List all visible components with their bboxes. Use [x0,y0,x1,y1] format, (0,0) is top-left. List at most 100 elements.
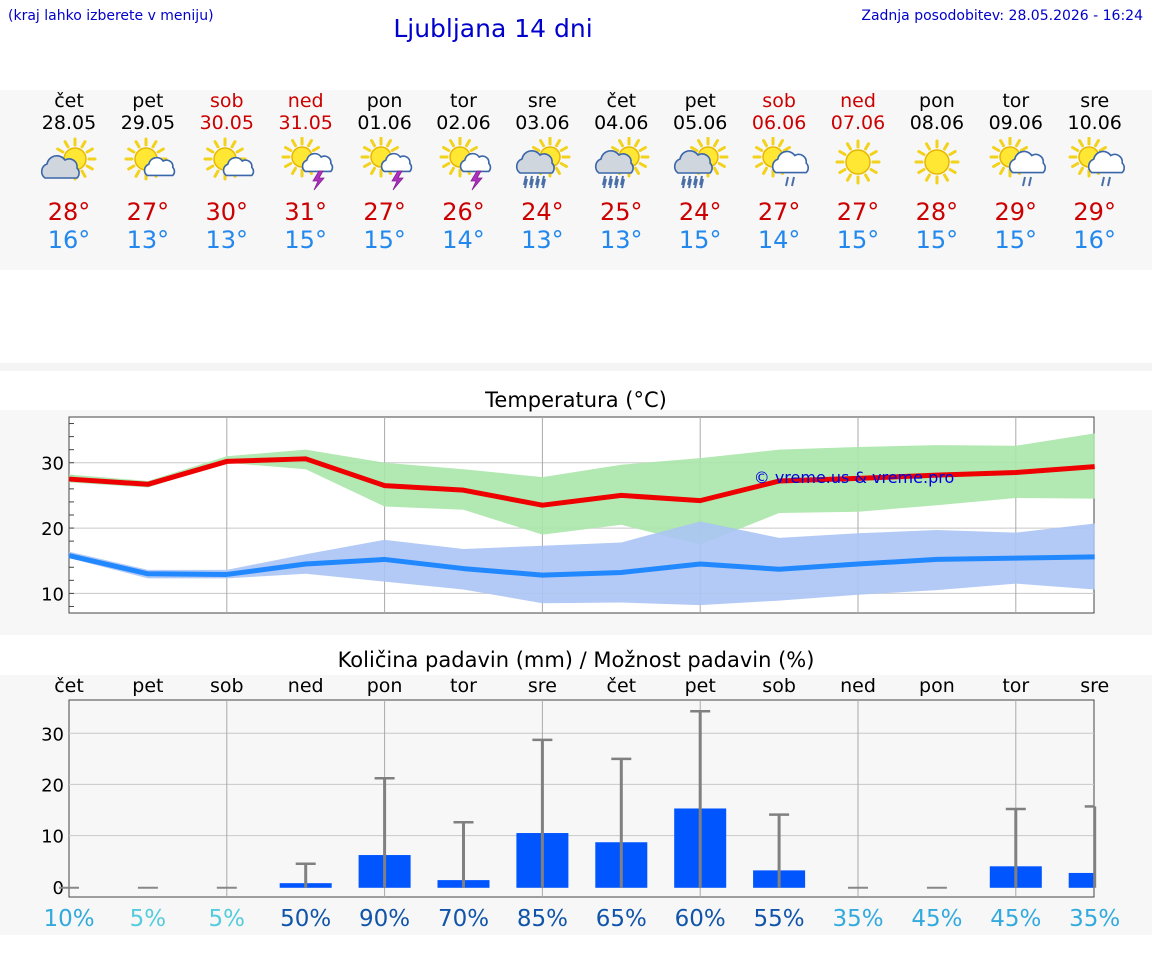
sun-thunderstorm-icon [439,136,491,191]
precipitation-probability: 50% [280,906,331,932]
day-label: čet [607,675,637,697]
precipitation-probability: 85% [517,906,568,932]
last-updated: Zadnja posodobitev: 28.05.2026 - 16:24 [861,8,1143,24]
sun-icon [835,139,881,185]
page-title: Ljubljana 14 dni [393,14,593,43]
forecast-background [0,90,1152,270]
day-label: pet [685,675,716,697]
day-name: sob [210,90,244,112]
precipitation-bar [1068,872,1094,888]
forecast-day: pet 29.05 27° 13° [108,90,188,254]
y-tick-label: 30 [41,724,64,745]
sun-light-rain-icon [989,136,1046,187]
day-label: ned [288,675,324,697]
watermark: © vreme.us & vreme.pro [754,468,955,487]
temperature-chart-title: Temperatura (°C) [485,388,667,412]
forecast-day: pon 01.06 27° 15° [345,90,425,254]
y-tick-label: 20 [41,775,64,796]
day-label: pet [132,675,163,697]
precipitation-chart-title: Količina padavin (mm) / Možnost padavin … [337,648,815,672]
precipitation-probability: 5% [209,906,246,932]
min-temperature: 15° [915,226,959,254]
sun-thunderstorm-icon [281,136,333,191]
precipitation-probability: 70% [438,906,489,932]
day-name: sre [527,90,557,112]
sun-heavy-rain-icon [674,136,729,189]
precipitation-probability: 45% [990,906,1041,932]
forecast-day: tor 09.06 29° 15° [976,90,1056,254]
day-name: ned [840,90,876,112]
min-temperature: 14° [757,226,801,254]
day-name: sob [762,90,796,112]
min-temperature: 16° [47,226,91,254]
precipitation-probability: 65% [596,906,647,932]
max-temperature: 25° [600,198,643,226]
temperature-chart: 10 20 30 © vreme.us & vreme.pro [41,416,1095,614]
forecast-day: čet 28.05 28° 16° [29,90,109,254]
forecast-day: čet 04.06 25° 13° [581,90,661,254]
max-temperature: 27° [363,198,406,226]
precipitation-probability: 5% [130,906,167,932]
precipitation-chart: 0 10 20 30 čet pet sob ned pon tor sre čet pet sob ned… [41,675,1120,932]
min-temperature: 13° [205,226,249,254]
day-name: čet [54,90,84,112]
y-tick-label: 0 [53,878,64,899]
min-temperature: 13° [521,226,564,254]
day-date: 31.05 [278,112,333,134]
max-temperature: 28° [915,198,959,226]
forecast-day: pet 05.06 24° 15° [660,90,740,254]
day-date: 04.06 [594,112,649,134]
day-label: čet [54,675,84,697]
max-temperature: 30° [205,198,249,226]
day-date: 05.06 [672,112,728,134]
max-temperature: 24° [678,198,722,226]
day-date: 10.06 [1067,112,1122,134]
max-temperature-line [68,456,1095,508]
location-hint: (kraj lahko izberete v meniju) [8,8,214,24]
day-label: tor [450,675,477,697]
max-temperature: 26° [442,198,485,226]
min-temperature: 15° [994,226,1038,254]
max-temperature: 28° [47,198,91,226]
sun-small-cloud-icon [203,137,255,181]
precipitation-probability: 55% [754,906,805,932]
day-name: tor [1002,90,1030,112]
day-name: pon [919,90,955,112]
day-date: 07.06 [830,112,886,134]
min-temperature: 15° [678,226,722,254]
y-tick-label: 10 [41,584,64,605]
precipitation-probability: 10% [43,906,94,932]
day-date: 03.06 [515,112,570,134]
forecast-day: sre 03.06 24° 13° [502,90,582,254]
min-temperature: 13° [600,226,643,254]
min-temperature: 15° [284,226,327,254]
forecast-day: pon 08.06 28° 15° [897,90,977,254]
sun-heavy-rain-icon [516,136,571,189]
forecast-day: ned 07.06 27° 15° [818,90,898,254]
day-date: 28.05 [41,112,97,134]
daily-forecast-strip: čet 28.05 28° 16° pet 29.05 27° 13° sob 30.05 30° 1… [0,90,1152,270]
day-label: sob [762,675,796,697]
day-date: 29.05 [120,112,176,134]
plot-area [68,699,1095,898]
precipitation-probability: 90% [359,906,410,932]
min-temperature: 16° [1073,226,1116,254]
y-tick-label: 20 [41,519,64,540]
max-temperature: 27° [126,198,170,226]
max-temperature: 24° [521,198,564,226]
sun-cloud-icon [40,137,97,181]
day-date: 02.06 [436,112,491,134]
y-tick-label: 10 [41,827,64,848]
precipitation-probability: 45% [911,906,962,932]
day-label: sre [528,675,557,697]
day-label: ned [840,675,876,697]
max-temperature-range [69,433,1095,545]
forecast-day: tor 02.06 26° 14° [424,90,504,254]
forecast-day: sob 06.06 27° 14° [739,90,819,254]
day-date: 30.05 [199,112,254,134]
sun-heavy-rain-icon [595,136,650,189]
day-label: pon [367,675,403,697]
min-temperature-line [68,553,1095,578]
min-temperature: 13° [126,226,170,254]
day-label: tor [1002,675,1029,697]
